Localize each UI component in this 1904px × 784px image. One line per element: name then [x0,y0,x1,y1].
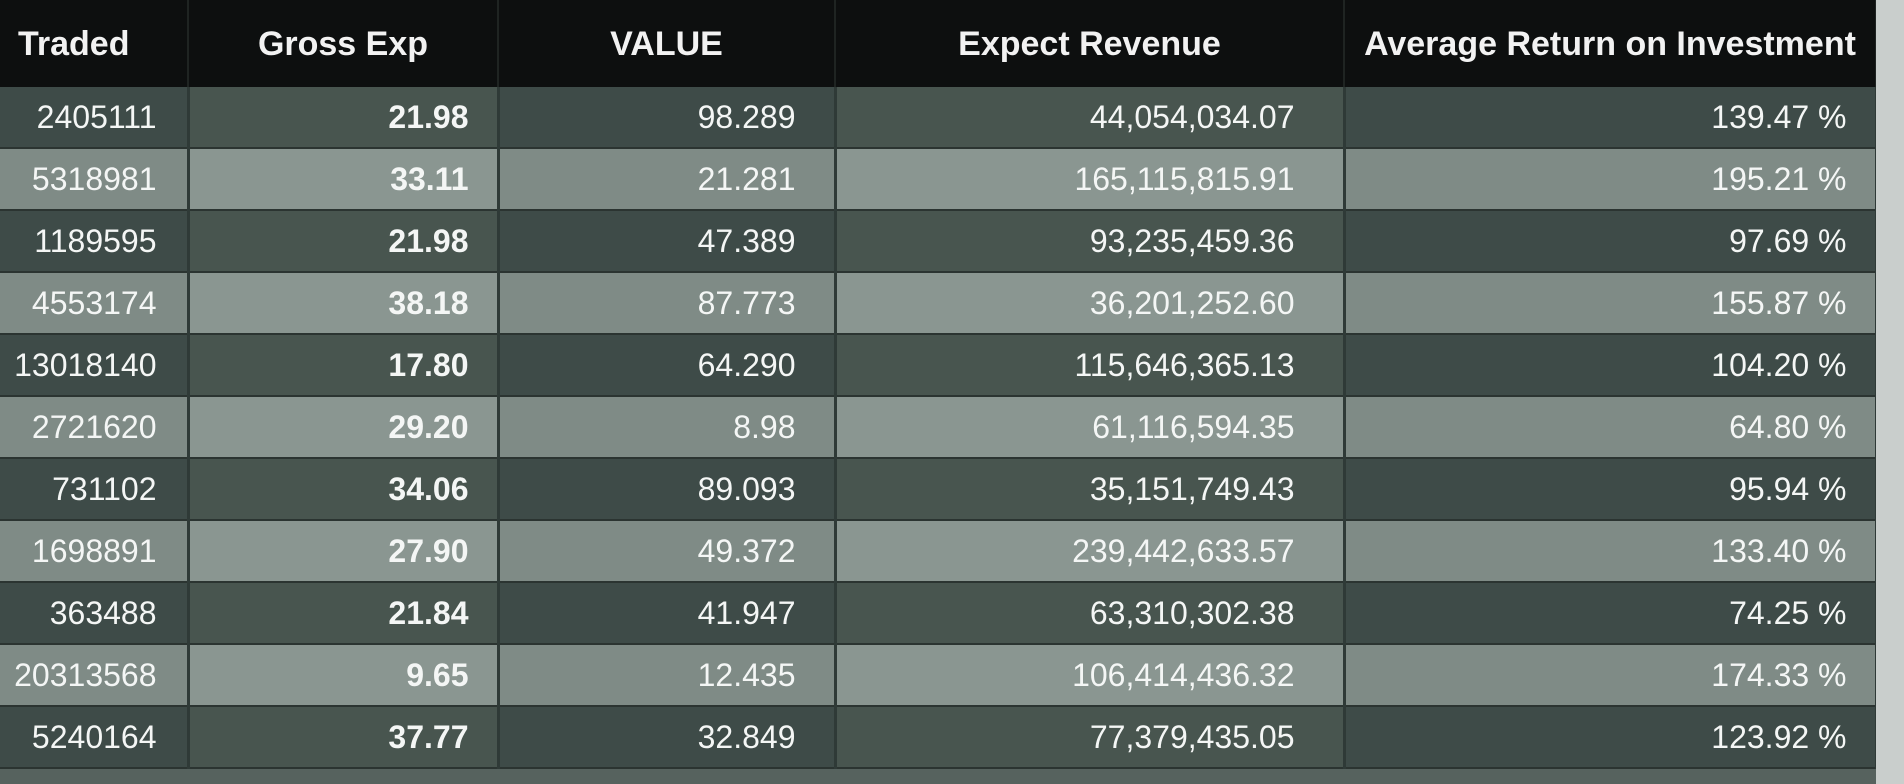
table-cell: 63,310,302.38 [835,582,1346,645]
table-cell: 95.94 % [1344,458,1878,521]
table-cell: 77,379,435.05 [835,706,1346,769]
table-cell: 47.389 [498,210,837,273]
table-cell: 64.80 % [1344,396,1878,459]
screen-edge [1876,0,1904,784]
table-cell: 21.98 [188,87,500,149]
table-cell: 139.47 % [1344,87,1878,149]
table-row: 4553174 38.18 87.773 36,201,252.60 155.87 % [0,272,1878,335]
table-cell: 13018140 [0,334,190,397]
table-row: 363488 21.84 41.947 63,310,302.38 74.25 % [0,582,1878,645]
table-row: 2721620 29.20 8.98 61,116,594.35 64.80 % [0,396,1878,459]
column-header: Gross Exp [188,0,499,87]
table-cell: 1698891 [0,520,190,583]
table-cell: 106,414,436.32 [835,644,1346,707]
table-row: 5240164 37.77 32.849 77,379,435.05 123.92 % [0,706,1878,769]
table-cell: 36,201,252.60 [835,272,1346,335]
table-cell: 29.20 [188,396,500,459]
table-cell: 9.65 [188,644,500,707]
table-cell: 27.90 [188,520,500,583]
table-cell: 8.98 [498,396,837,459]
table-cell: 87.773 [498,272,837,335]
table-cell: 5318981 [0,148,190,211]
table-cell: 5240164 [0,706,190,769]
table-cell: 731102 [0,458,190,521]
table-cell: 155.87 % [1344,272,1878,335]
header-row: Traded Gross Exp VALUE Expect Revenue Averag… [0,0,1877,87]
column-header: Expect Revenue [835,0,1345,87]
table-cell: 17.80 [188,334,500,397]
table-cell: 21.98 [188,210,500,273]
table-row: 1698891 27.90 49.372 239,442,633.57 133.40 % [0,520,1878,583]
table-cell: 1189595 [0,210,190,273]
table-cell: 133.40 % [1344,520,1878,583]
table-row: 2405111 21.98 98.289 44,054,034.07 139.47 % [0,87,1878,149]
table-cell: 21.84 [188,582,500,645]
table-row: 20313568 9.65 12.435 106,414,436.32 174.33 % [0,644,1878,707]
table-cell: 37.77 [188,706,500,769]
column-header: VALUE [498,0,836,87]
table-cell: 115,646,365.13 [835,334,1346,397]
table-cell: 35,151,749.43 [835,458,1346,521]
table-row: 13018140 17.80 64.290 115,646,365.13 104.20 … [0,334,1878,397]
table-row: 5318981 33.11 21.281 165,115,815.91 195.21 % [0,148,1878,211]
table-cell: 20313568 [0,644,190,707]
table-row: 731102 34.06 89.093 35,151,749.43 95.94 % [0,458,1878,521]
table-cell: 2405111 [0,87,190,149]
table-cell: 165,115,815.91 [835,148,1346,211]
table-cell: 34.06 [188,458,500,521]
table-cell: 363488 [0,582,190,645]
table-cell: 38.18 [188,272,500,335]
table-cell: 104.20 % [1344,334,1878,397]
table-cell: 174.33 % [1344,644,1878,707]
table-cell: 33.11 [188,148,500,211]
column-header: Average Return on Investment [1344,0,1877,87]
data-table: Traded Gross Exp VALUE Expect Revenue Averag… [0,0,1878,769]
table-cell: 44,054,034.07 [835,87,1346,149]
table-cell: 89.093 [498,458,837,521]
table-cell: 41.947 [498,582,837,645]
table-cell: 32.849 [498,706,837,769]
table-cell: 98.289 [498,87,837,149]
table-cell: 74.25 % [1344,582,1878,645]
table-cell: 195.21 % [1344,148,1878,211]
column-header: Traded [0,0,189,87]
table-cell: 64.290 [498,334,837,397]
table-cell: 239,442,633.57 [835,520,1346,583]
table-cell: 12.435 [498,644,837,707]
table-cell: 93,235,459.36 [835,210,1346,273]
table-cell: 2721620 [0,396,190,459]
table-cell: 123.92 % [1344,706,1878,769]
table-row: 1189595 21.98 47.389 93,235,459.36 97.69 % [0,210,1878,273]
table-cell: 97.69 % [1344,210,1878,273]
table-cell: 49.372 [498,520,837,583]
table-cell: 21.281 [498,148,837,211]
table-cell: 4553174 [0,272,190,335]
table-cell: 61,116,594.35 [835,396,1346,459]
